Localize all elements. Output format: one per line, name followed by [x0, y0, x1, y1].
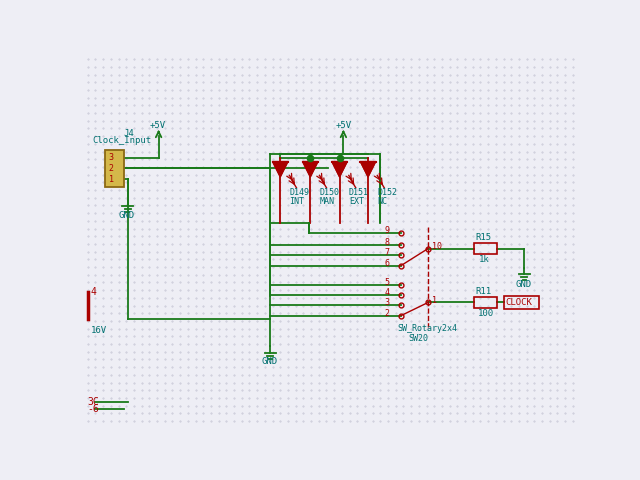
- Text: -6: -6: [88, 405, 99, 415]
- Polygon shape: [360, 162, 376, 177]
- Bar: [474, 243, 497, 254]
- Text: 16V: 16V: [91, 326, 107, 336]
- Bar: [504, 296, 539, 309]
- Text: SW_Rotary2x4: SW_Rotary2x4: [397, 324, 458, 333]
- Text: +5V: +5V: [336, 121, 352, 130]
- Text: MAN: MAN: [319, 197, 335, 206]
- Text: EXT: EXT: [349, 197, 364, 206]
- Text: 3: 3: [384, 298, 389, 307]
- Text: INT: INT: [289, 197, 305, 206]
- Text: 5: 5: [384, 278, 389, 287]
- Text: 3C: 3C: [88, 397, 99, 407]
- Text: D152: D152: [378, 188, 397, 197]
- Text: R15: R15: [476, 233, 492, 242]
- Text: J4: J4: [124, 129, 134, 138]
- Text: Clock_Input: Clock_Input: [92, 136, 152, 145]
- Text: SW20: SW20: [409, 334, 429, 343]
- Text: 100: 100: [477, 309, 493, 318]
- Text: GND: GND: [261, 357, 277, 366]
- Text: D149: D149: [289, 188, 310, 197]
- Text: 1k: 1k: [479, 255, 490, 264]
- Text: +5V: +5V: [149, 121, 166, 130]
- Text: GND: GND: [515, 280, 531, 289]
- Polygon shape: [273, 162, 288, 177]
- Text: 7: 7: [384, 248, 389, 257]
- Polygon shape: [332, 162, 348, 177]
- Text: NC: NC: [378, 197, 387, 206]
- Text: R11: R11: [476, 287, 492, 296]
- Bar: [474, 297, 497, 308]
- Text: 9: 9: [384, 227, 389, 235]
- Polygon shape: [303, 162, 318, 177]
- Text: D151: D151: [349, 188, 369, 197]
- Bar: [105, 150, 124, 187]
- Text: 1: 1: [432, 296, 437, 305]
- Text: 10: 10: [432, 242, 442, 251]
- Text: 4: 4: [91, 288, 97, 298]
- Text: D150: D150: [319, 188, 340, 197]
- Text: 1: 1: [109, 175, 113, 184]
- Text: 2: 2: [384, 309, 389, 318]
- Text: 3: 3: [109, 153, 113, 162]
- Text: 2: 2: [109, 164, 113, 173]
- Text: GND: GND: [118, 211, 134, 220]
- Text: 8: 8: [384, 238, 389, 247]
- Text: 4: 4: [384, 288, 389, 297]
- Text: 6: 6: [384, 259, 389, 268]
- Text: CLOCK: CLOCK: [506, 298, 532, 307]
